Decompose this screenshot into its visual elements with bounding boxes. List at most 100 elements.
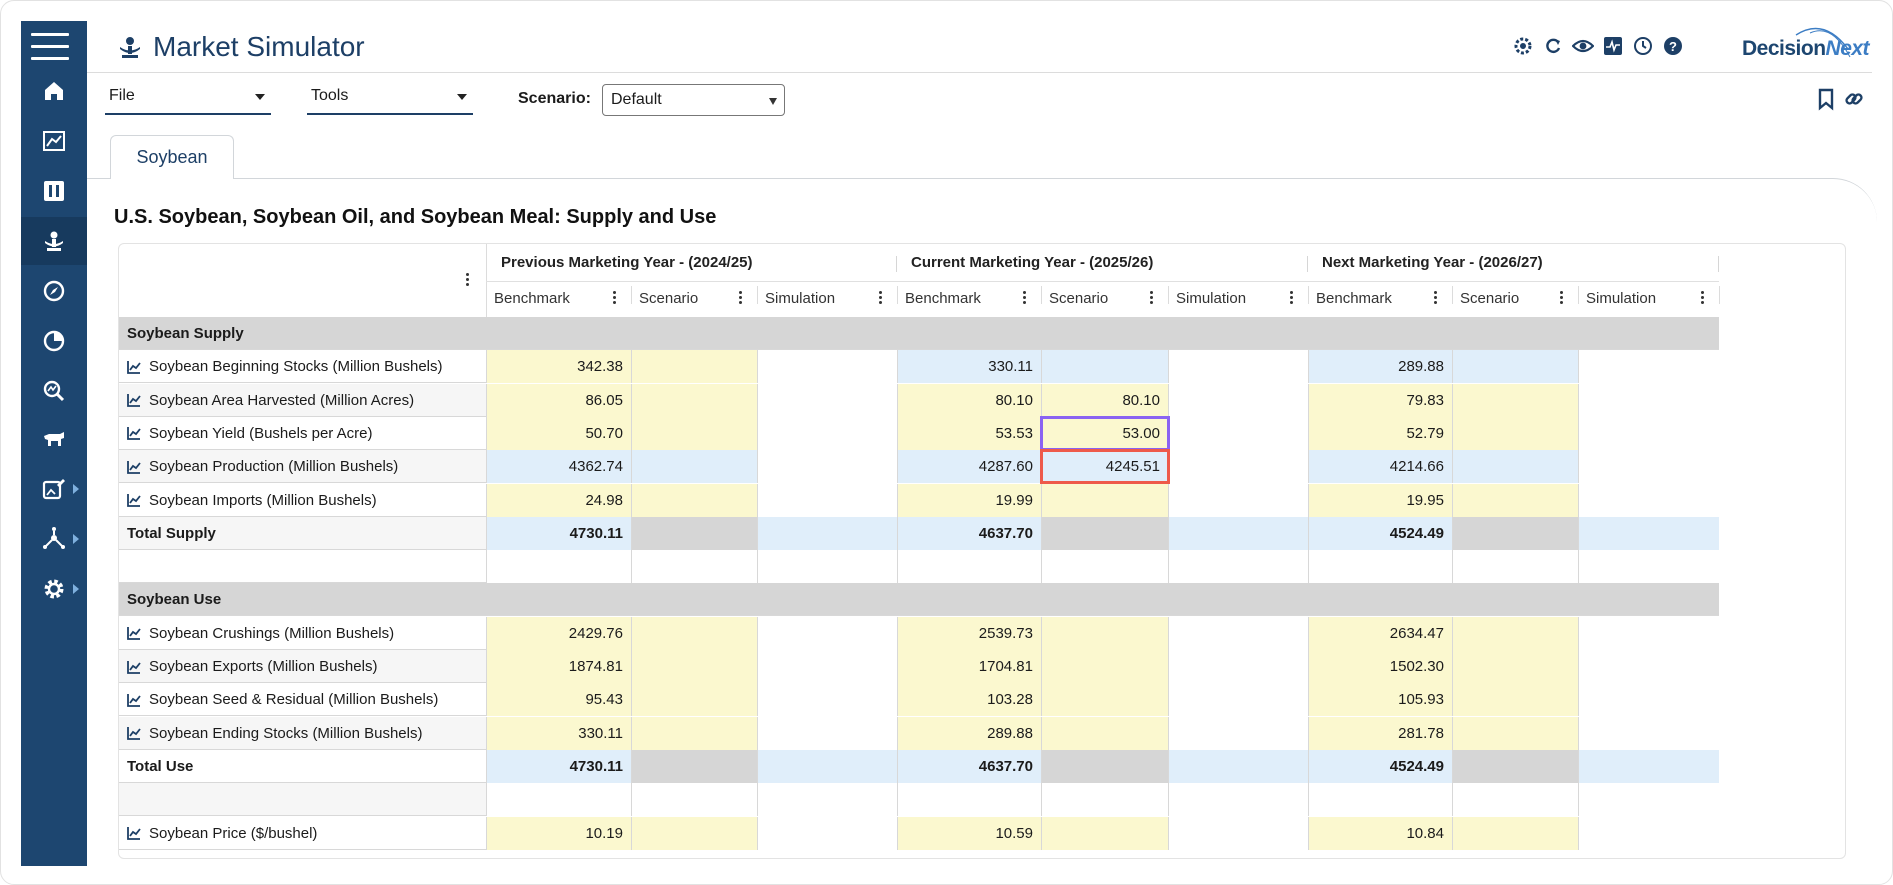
tab-soybean[interactable]: Soybean <box>110 135 234 179</box>
scenario-cell[interactable] <box>1452 650 1578 683</box>
scenario-cell <box>631 749 757 783</box>
help-icon[interactable]: ? <box>1662 35 1684 57</box>
sidebar-item-chart-line[interactable] <box>21 117 87 165</box>
sidebar-item-image-edit[interactable] <box>21 465 87 513</box>
benchmark-cell: 330.11 <box>486 716 631 750</box>
trend-chart-icon[interactable] <box>127 460 141 474</box>
trend-chart-icon[interactable] <box>127 626 141 641</box>
scenario-cell[interactable] <box>631 650 757 683</box>
scenario-cell[interactable] <box>631 616 757 650</box>
sidebar-item-settings[interactable] <box>21 565 87 613</box>
row-header-menu-icon[interactable] <box>462 272 472 288</box>
scenario-cell[interactable]: 4245.51 <box>1041 450 1168 484</box>
trend-chart-icon[interactable] <box>127 826 141 840</box>
scenario-cell[interactable] <box>1452 350 1578 384</box>
simulation-cell <box>1578 716 1719 750</box>
history-icon[interactable] <box>1632 35 1654 57</box>
scenario-cell[interactable] <box>1041 683 1168 717</box>
sidebar-item-livestock[interactable] <box>21 415 87 463</box>
benchmark-cell: 1502.30 <box>1308 650 1452 683</box>
column-menu-icon[interactable] <box>1146 290 1156 306</box>
sun-settings-icon[interactable] <box>1512 35 1534 57</box>
tools-menu[interactable]: Tools <box>307 85 473 115</box>
sidebar-item-sliders[interactable] <box>21 167 87 215</box>
refresh-icon[interactable] <box>1542 35 1564 57</box>
column-menu-icon[interactable] <box>609 290 619 306</box>
column-header-simulation[interactable]: Simulation <box>765 290 836 307</box>
column-menu-icon[interactable] <box>875 290 885 306</box>
row-label-text: Soybean Production (Million Bushels) <box>149 458 399 476</box>
scenario-cell[interactable] <box>631 450 757 484</box>
scenario-cell[interactable] <box>1452 450 1578 484</box>
scenario-cell[interactable] <box>1452 416 1578 450</box>
file-menu[interactable]: File <box>105 85 271 115</box>
scenario-cell[interactable] <box>631 416 757 450</box>
scenario-cell[interactable]: 53.00 <box>1041 416 1168 450</box>
scenario-cell[interactable] <box>631 383 757 417</box>
row-label-text: Soybean Yield (Bushels per Acre) <box>149 424 373 442</box>
column-header-scenario[interactable]: Scenario <box>1049 290 1109 307</box>
column-header-benchmark[interactable]: Benchmark <box>494 290 570 307</box>
scenario-cell[interactable] <box>1041 816 1168 850</box>
scenario-cell[interactable] <box>1041 650 1168 683</box>
scenario-select[interactable]: Default <box>602 84 785 116</box>
scenario-cell[interactable] <box>1452 816 1578 850</box>
empty-cell <box>1452 783 1578 817</box>
scenario-label: Scenario: <box>518 90 591 107</box>
column-header-scenario[interactable]: Scenario <box>1460 290 1520 307</box>
sidebar-item-market-simulator[interactable] <box>21 217 87 265</box>
trend-chart-icon[interactable] <box>127 726 141 740</box>
scenario-cell[interactable] <box>631 683 757 717</box>
trend-chart-icon[interactable] <box>127 360 141 374</box>
trend-chart-icon[interactable] <box>127 660 141 674</box>
scenario-cell[interactable] <box>631 716 757 750</box>
column-header-simulation[interactable]: Simulation <box>1586 290 1657 307</box>
column-header-benchmark[interactable]: Benchmark <box>1316 290 1392 307</box>
scenario-cell[interactable] <box>631 816 757 850</box>
eye-icon[interactable] <box>1572 35 1594 57</box>
sidebar-item-network[interactable] <box>21 515 87 563</box>
column-menu-icon[interactable] <box>1697 290 1707 306</box>
sidebar-item-analytics-search[interactable] <box>21 367 87 415</box>
column-menu-icon[interactable] <box>735 290 745 306</box>
trend-chart-icon[interactable] <box>127 493 141 507</box>
sidebar-item-pie-chart[interactable] <box>21 317 87 365</box>
empty-cell <box>1578 783 1719 817</box>
link-icon[interactable] <box>1843 87 1865 111</box>
scenario-cell[interactable] <box>631 350 757 384</box>
sidebar-item-compass[interactable] <box>21 267 87 315</box>
trend-chart-icon[interactable] <box>127 426 141 441</box>
scenario-cell[interactable] <box>1452 716 1578 750</box>
activity-icon[interactable] <box>1602 35 1624 57</box>
benchmark-cell: 281.78 <box>1308 716 1452 750</box>
scenario-cell[interactable] <box>1452 683 1578 717</box>
brand-decision: Decision <box>1742 37 1826 60</box>
column-header-scenario[interactable]: Scenario <box>639 290 699 307</box>
scenario-cell[interactable] <box>1452 483 1578 517</box>
simulation-cell <box>1578 483 1719 517</box>
section-row: Soybean Supply <box>119 317 1719 350</box>
column-menu-icon[interactable] <box>1019 290 1029 306</box>
scenario-cell[interactable] <box>1041 350 1168 384</box>
scenario-cell[interactable] <box>1041 716 1168 750</box>
scenario-cell[interactable] <box>1452 616 1578 650</box>
scenario-cell[interactable] <box>631 483 757 517</box>
column-header-benchmark[interactable]: Benchmark <box>905 290 981 307</box>
trend-chart-icon[interactable] <box>127 693 141 707</box>
sidebar-item-home[interactable] <box>21 67 87 115</box>
scenario-cell[interactable]: 80.10 <box>1041 383 1168 417</box>
header-divider <box>486 244 487 317</box>
empty-cell <box>486 783 631 817</box>
scenario-cell[interactable] <box>1041 616 1168 650</box>
column-menu-icon[interactable] <box>1556 290 1566 306</box>
column-menu-icon[interactable] <box>1286 290 1296 306</box>
column-menu-icon[interactable] <box>1430 290 1440 306</box>
bookmark-icon[interactable] <box>1816 87 1838 111</box>
image-edit-icon <box>42 479 65 500</box>
trend-chart-icon[interactable] <box>127 393 141 407</box>
column-header-simulation[interactable]: Simulation <box>1176 290 1247 307</box>
hamburger-menu-icon[interactable] <box>31 33 69 63</box>
scenario-cell[interactable] <box>1041 483 1168 517</box>
benchmark-cell: 95.43 <box>486 683 631 717</box>
scenario-cell[interactable] <box>1452 383 1578 417</box>
